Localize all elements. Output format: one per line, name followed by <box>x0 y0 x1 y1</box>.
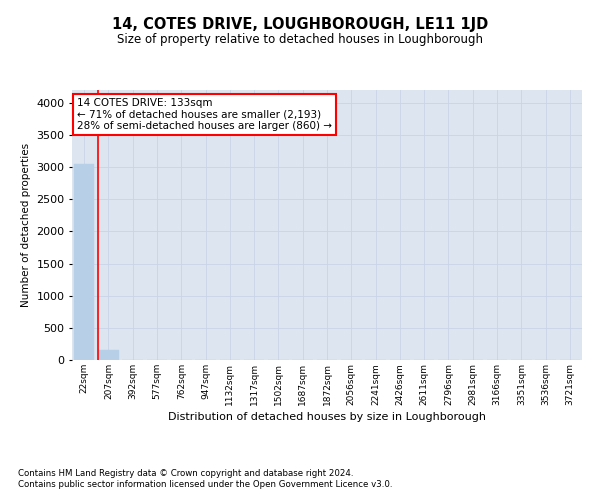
Y-axis label: Number of detached properties: Number of detached properties <box>20 143 31 307</box>
Bar <box>98 350 119 360</box>
Text: 14, COTES DRIVE, LOUGHBOROUGH, LE11 1JD: 14, COTES DRIVE, LOUGHBOROUGH, LE11 1JD <box>112 18 488 32</box>
Text: 14 COTES DRIVE: 133sqm
← 71% of detached houses are smaller (2,193)
28% of semi-: 14 COTES DRIVE: 133sqm ← 71% of detached… <box>77 98 332 132</box>
X-axis label: Distribution of detached houses by size in Loughborough: Distribution of detached houses by size … <box>168 412 486 422</box>
Text: Size of property relative to detached houses in Loughborough: Size of property relative to detached ho… <box>117 32 483 46</box>
Text: Contains HM Land Registry data © Crown copyright and database right 2024.: Contains HM Land Registry data © Crown c… <box>18 468 353 477</box>
Bar <box>74 164 94 360</box>
Text: Contains public sector information licensed under the Open Government Licence v3: Contains public sector information licen… <box>18 480 392 489</box>
